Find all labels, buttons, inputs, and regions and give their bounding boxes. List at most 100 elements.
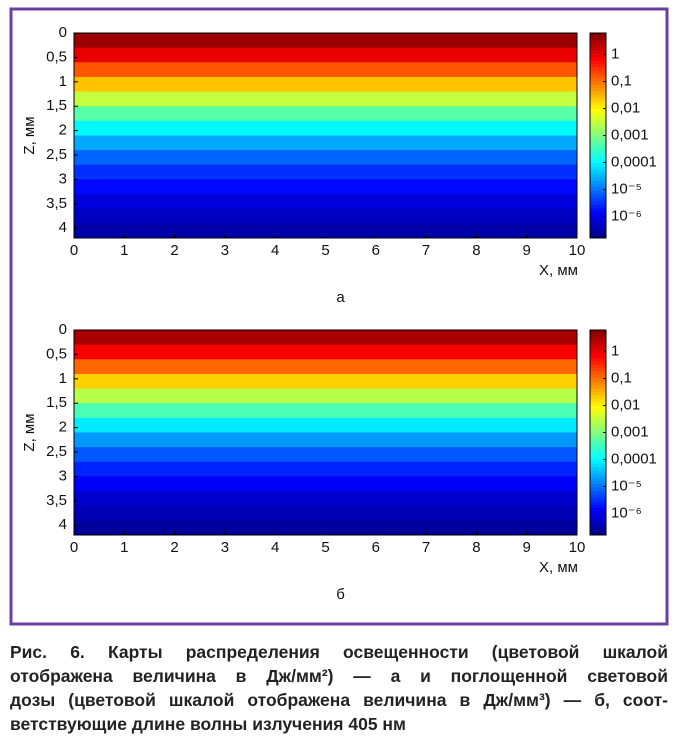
y-tick-label: 3 [59,170,67,187]
x-tick-label: 0 [70,242,78,259]
x-tick-label: 4 [271,539,279,556]
colorbar-step [590,439,606,444]
colorbar-step [590,514,606,519]
colorbar-step [590,425,606,430]
heat-band [74,388,577,404]
colorbar-step [590,333,606,338]
caption-line: дозы (цветовой шкалой отображена величин… [10,690,668,710]
colorbar-step [590,371,606,375]
caption-line: отображена величина в Дж/мм²) — а и погл… [10,666,668,686]
colorbar-step [590,125,606,130]
colorbar-step [590,340,606,345]
x-tick-label: 8 [472,539,480,556]
colorbar-step [590,388,606,392]
colorbar-step [590,347,606,351]
y-tick-label: 1,5 [46,394,67,411]
colorbar-step [590,381,606,386]
heat-band [74,150,577,166]
heat-band [74,91,577,107]
y-tick-label: 4 [59,219,67,236]
colorbar-step [590,152,606,157]
colorbar-step [590,405,606,410]
colorbar-step [590,494,606,498]
colorbar-step [590,50,606,54]
heat-band [74,491,577,507]
x-axis-label: X, мм [539,262,578,279]
colorbar-tick-label: 0,1 [611,73,632,90]
y-tick-label: 3 [59,467,67,484]
x-tick-label: 10 [569,242,586,259]
colorbar-step [590,80,606,85]
y-tick-label: 3,5 [46,195,67,212]
colorbar-tick-label: 0,001 [611,126,649,143]
colorbar-step [590,531,606,536]
colorbar-tick-label: 0,1 [611,370,632,387]
y-tick-label: 2 [59,122,67,139]
colorbar-step [590,377,606,382]
x-tick-label: 2 [170,539,178,556]
heat-band [74,223,577,239]
colorbar-step [590,391,606,396]
heat-band [74,373,577,390]
colorbar-step [590,360,606,365]
colorbar-step [590,422,606,427]
colorbar-step [590,234,606,239]
colorbar-step [590,94,606,99]
colorbar-step [590,415,606,420]
colorbar-step [590,490,606,495]
colorbar-step [590,169,606,174]
y-tick-label: 2 [59,419,67,436]
colorbar-step [590,176,606,181]
colorbar-step [590,36,606,41]
heat-band [74,359,577,375]
colorbar-step [590,487,606,492]
y-tick-label: 3,5 [46,492,67,509]
colorbar-step [590,101,606,106]
colorbar-step [590,156,606,160]
x-tick-label: 7 [422,242,430,259]
colorbar-step [590,87,606,92]
colorbar-step [590,473,606,478]
heat-band [74,520,577,536]
colorbar-step [590,193,606,198]
colorbar-step [590,179,606,184]
colorbar-step [590,162,606,167]
colorbar-tick-label: 0,001 [611,423,649,440]
colorbar-step [590,480,606,485]
colorbar-step [590,401,606,406]
x-axis-label: X, мм [539,559,578,576]
x-tick-label: 5 [321,242,329,259]
colorbar-step [590,207,606,212]
colorbar-step [590,435,606,440]
colorbar-step [590,138,606,143]
colorbar-step [590,115,606,119]
x-tick-label: 6 [372,242,380,259]
colorbar-step [590,217,606,222]
heat-band [74,135,577,151]
colorbar-step [590,67,606,72]
colorbar-step [590,224,606,229]
x-tick-label: 9 [523,242,531,259]
colorbar-tick-label: 1 [611,46,619,63]
colorbar-step [590,398,606,403]
colorbar-step [590,74,606,78]
heat-band [74,62,577,78]
x-tick-label: 3 [221,242,229,259]
colorbar-tick-label: 10⁻⁶ [611,207,642,224]
colorbar-step [590,500,606,505]
colorbar-step [590,200,606,205]
colorbar-step [590,56,606,61]
y-tick-label: 0 [59,321,67,338]
y-tick-label: 1 [59,370,67,387]
colorbar-step [590,507,606,512]
colorbar-tick-label: 0,01 [611,396,640,413]
colorbar-step [590,197,606,201]
x-tick-label: 9 [523,539,531,556]
colorbar-step [590,463,606,468]
colorbar-step [590,166,606,171]
heat-band [74,461,577,477]
colorbar-step [590,350,606,355]
colorbar-step [590,343,606,348]
colorbar-step [590,504,606,509]
